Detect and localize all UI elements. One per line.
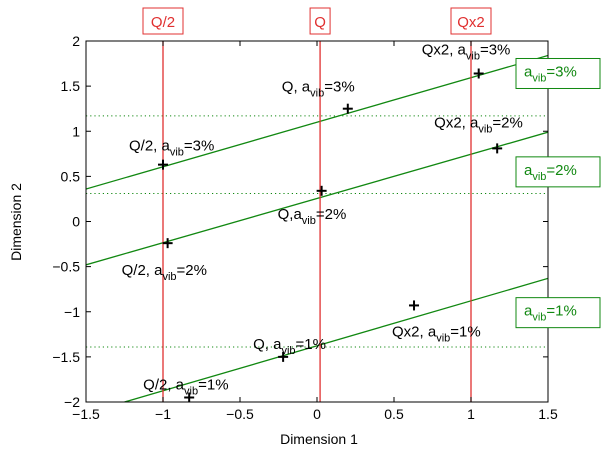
data-point-8 <box>409 300 420 311</box>
y-tick-label-6: 1 <box>72 123 80 139</box>
vertical-label-2: Qx2 <box>457 14 485 31</box>
y-tick-label-4: 0 <box>72 214 80 230</box>
fit-label-0: avib=3% <box>524 63 577 84</box>
y-tick-label-7: 1.5 <box>61 78 81 94</box>
fit-label-box-0 <box>515 57 601 89</box>
point-label-3: Q/2, avib=2% <box>122 262 207 283</box>
vertical-label-box-2 <box>450 7 492 35</box>
point-label-2: Qx2, avib=3% <box>422 41 511 62</box>
point-label-7: Q, avib=1% <box>253 336 326 357</box>
data-point-5 <box>492 143 503 154</box>
vertical-lines <box>162 41 472 402</box>
data-point-1 <box>342 103 353 114</box>
y-tick-label-2: −1 <box>64 304 80 320</box>
fit-label-1: avib=2% <box>524 162 577 183</box>
data-point-2 <box>473 68 484 79</box>
data-point-6 <box>184 392 195 403</box>
x-tick-label-1: −1 <box>155 406 171 422</box>
dotted-lines <box>86 115 548 348</box>
vertical-label-0: Q/2 <box>151 14 175 31</box>
x-tick-label-4: 0.5 <box>384 406 404 422</box>
point-label-1: Q, avib=3% <box>282 79 355 100</box>
y-tick-label-1: −1.5 <box>52 349 80 365</box>
vertical-label-box-0 <box>142 7 184 35</box>
fit-label-box-2 <box>515 297 601 329</box>
axes: −1.5 −1 −0.5 0 0.5 1 1.5−2−1.5−1−0.500.511.52 <box>52 33 558 422</box>
x-tick-label-2: −0.5 <box>226 406 254 422</box>
data-point-0 <box>158 159 168 170</box>
data-point-3 <box>162 238 173 249</box>
y-tick-label-3: −0.5 <box>52 259 80 275</box>
x-tick-label-0: −1.5 <box>72 406 100 422</box>
data-point-7 <box>278 351 289 362</box>
y-tick-label-8: 2 <box>72 33 80 49</box>
vertical-label-1: Q <box>314 14 326 31</box>
fit-line-2 <box>124 277 548 402</box>
annotation-labels: Q/2 Q Qx2 avib=3% avib=2% avib=1% Q/2, avib=3%… <box>122 7 601 397</box>
y-tick-label-5: 0.5 <box>61 168 81 184</box>
x-tick-label-3: 0 <box>313 406 321 422</box>
fit-label-box-1 <box>515 156 601 188</box>
data-point-4 <box>316 185 327 196</box>
point-label-8: Qx2, avib=1% <box>392 323 481 344</box>
data-points <box>158 68 503 403</box>
y-axis-label: Dimension 2 <box>8 183 24 261</box>
x-axis-label: Dimension 1 <box>280 431 358 447</box>
point-label-0: Q/2, avib=3% <box>129 138 214 159</box>
point-label-6: Q/2, avib=1% <box>143 376 228 397</box>
x-tick-label-6: 1.5 <box>538 406 558 422</box>
vertical-label-box-1 <box>309 7 331 35</box>
y-tick-label-0: −2 <box>64 394 80 410</box>
point-label-5: Qx2, avib=2% <box>434 114 523 135</box>
point-label-4: Q,avib=2% <box>278 206 347 227</box>
x-tick-label-5: 1 <box>467 406 475 422</box>
fit-label-2: avib=1% <box>524 303 577 324</box>
